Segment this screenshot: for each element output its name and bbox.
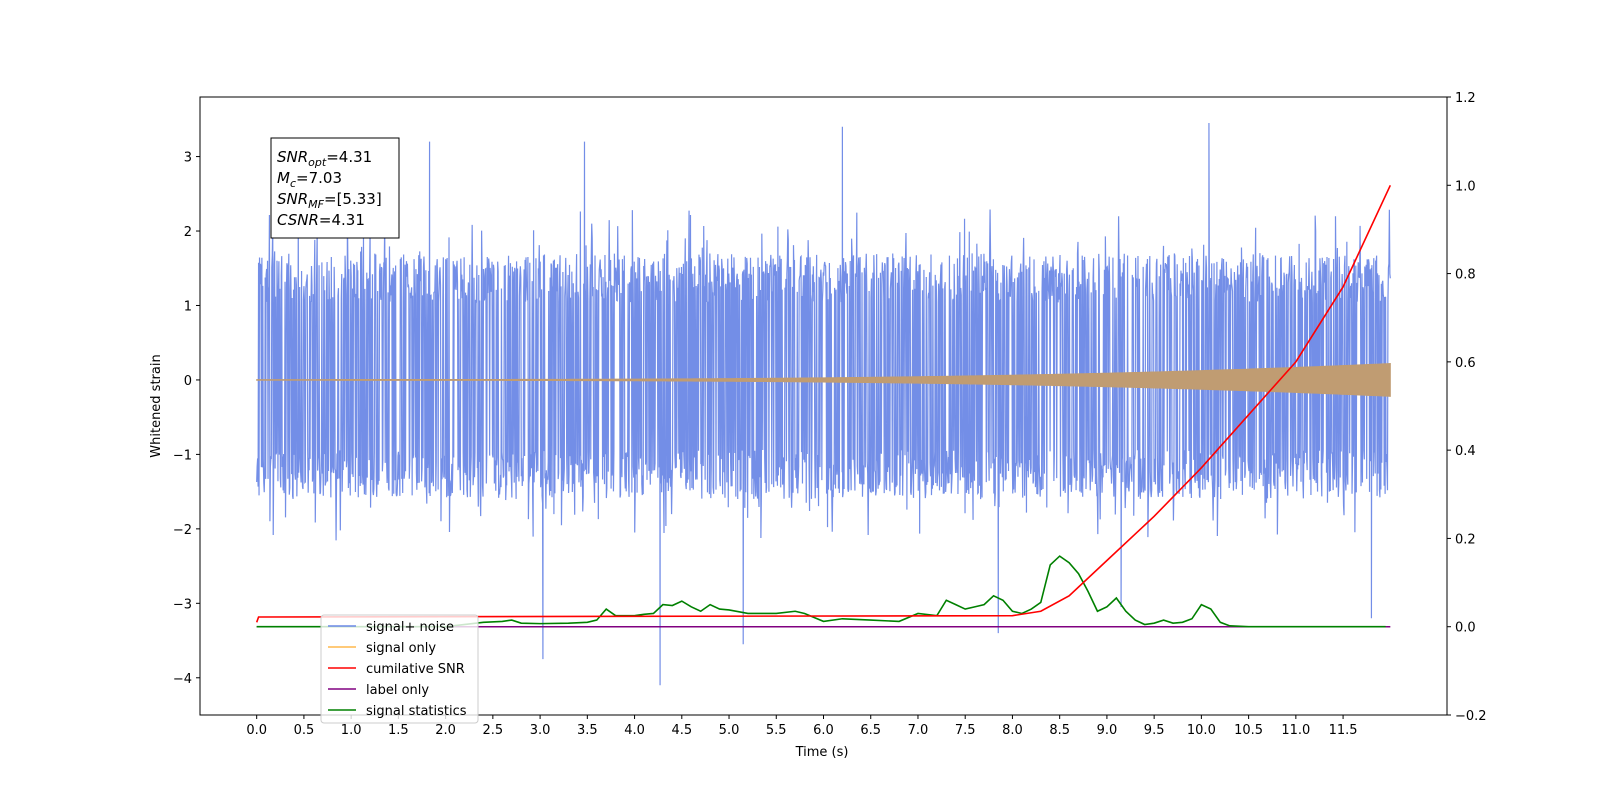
- x-tick-label: 6.0: [813, 723, 834, 738]
- x-tick-label: 0.0: [246, 723, 267, 738]
- x-tick-label: 6.5: [860, 723, 881, 738]
- annotation-line: SNRMF=[5.33]: [277, 190, 382, 211]
- x-axis-label: Time (s): [795, 745, 849, 760]
- y2-tick-label: 0.0: [1455, 621, 1476, 636]
- x-tick-label: 1.0: [341, 723, 362, 738]
- legend-entry: signal only: [366, 641, 436, 656]
- x-tick-label: 4.5: [671, 723, 692, 738]
- x-tick-label: 4.0: [624, 723, 645, 738]
- y2-tick-label: 0.4: [1455, 444, 1476, 459]
- y-tick-label: −3: [173, 597, 192, 612]
- y-tick-label: 1: [184, 299, 192, 314]
- y-tick-label: −1: [173, 448, 192, 463]
- x-tick-label: 0.5: [294, 723, 315, 738]
- series-cumulative-snr: [255, 184, 1392, 623]
- x-tick-label: 9.0: [1097, 723, 1118, 738]
- x-tick-label: 10.0: [1187, 723, 1216, 738]
- legend-entry: label only: [366, 683, 429, 698]
- x-tick-label: 11.5: [1329, 723, 1358, 738]
- annotation-line: CSNR=4.31: [277, 211, 365, 229]
- x-tick-label: 10.5: [1234, 723, 1263, 738]
- x-tick-label: 5.5: [766, 723, 787, 738]
- y-tick-label: −4: [173, 672, 192, 687]
- x-tick-label: 9.5: [1144, 723, 1165, 738]
- legend: signal+ noise signal only cumilative SNR la…: [320, 614, 479, 724]
- y-tick-label: 2: [184, 225, 192, 240]
- y2-tick-label: −0.2: [1455, 709, 1487, 724]
- series-signal-only: [256, 363, 1391, 397]
- x-tick-label: 8.0: [1002, 723, 1023, 738]
- y2-tick-label: 1.0: [1455, 179, 1476, 194]
- y2-tick-label: 0.6: [1455, 356, 1476, 371]
- x-tick-label: 1.5: [388, 723, 409, 738]
- x-tick-label: 7.5: [955, 723, 976, 738]
- x-tick-label: 2.5: [483, 723, 504, 738]
- x-tick-label: 2.0: [435, 723, 456, 738]
- y2-tick-label: 0.8: [1455, 268, 1476, 283]
- x-tick-label: 11.0: [1281, 723, 1310, 738]
- y-tick-label: 0: [184, 374, 192, 389]
- annotation-line: Mc=7.03: [277, 169, 342, 190]
- x-tick-label: 3.5: [577, 723, 598, 738]
- x-tick-label: 7.0: [908, 723, 929, 738]
- x-tick-label: 5.0: [719, 723, 740, 738]
- legend-entry: cumilative SNR: [366, 662, 465, 677]
- y2-tick-label: 0.2: [1455, 532, 1476, 547]
- legend-entry: signal+ noise: [366, 620, 454, 635]
- x-tick-label: 8.5: [1049, 723, 1070, 738]
- x-tick-label: 3.0: [530, 723, 551, 738]
- y2-tick-label: 1.2: [1455, 91, 1476, 106]
- legend-entry: signal statistics: [366, 704, 467, 719]
- y-tick-label: 3: [184, 151, 192, 166]
- annotation-line: SNRopt=4.31: [277, 148, 372, 169]
- y-tick-label: −2: [173, 523, 192, 538]
- y-axis-label: Whitened strain: [149, 354, 164, 457]
